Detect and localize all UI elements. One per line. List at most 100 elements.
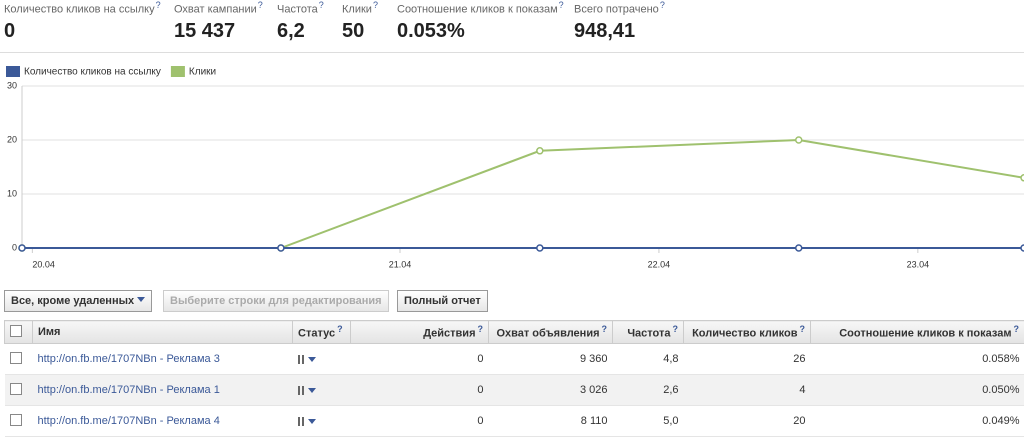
help-icon: ? bbox=[1014, 324, 1020, 334]
stat-value: 0 bbox=[4, 20, 161, 43]
ad-name[interactable]: http://on.fb.me/1707NBn - Реклама 4 bbox=[33, 406, 293, 437]
status-cell bbox=[293, 406, 351, 437]
checkbox[interactable] bbox=[10, 414, 22, 426]
filter-text: Все, кроме удаленных bbox=[11, 295, 134, 307]
column-header[interactable]: Охват объявления? bbox=[489, 321, 613, 344]
cell: 26 bbox=[684, 344, 811, 375]
row-checkbox-cell bbox=[5, 344, 33, 375]
help-icon: ? bbox=[673, 324, 679, 334]
point bbox=[537, 148, 543, 154]
checkbox[interactable] bbox=[10, 383, 22, 395]
pause-icon bbox=[298, 355, 304, 364]
stat-value: 50 bbox=[342, 20, 378, 43]
cell: 0.050% bbox=[811, 375, 1024, 406]
point bbox=[278, 245, 284, 251]
cell: 0 bbox=[351, 406, 489, 437]
status-cell bbox=[293, 344, 351, 375]
column-header[interactable]: Действия? bbox=[351, 321, 489, 344]
checkbox[interactable] bbox=[10, 352, 22, 364]
help-icon: ? bbox=[478, 324, 484, 334]
stat-label: Соотношение кликов к показам bbox=[397, 0, 564, 16]
y-tick-label: 0 bbox=[12, 242, 17, 252]
legend-swatch bbox=[171, 66, 185, 77]
arrow bbox=[137, 297, 145, 306]
stat-value: 0.053% bbox=[397, 20, 564, 43]
point bbox=[19, 245, 25, 251]
column-header[interactable]: Количество кликов? bbox=[684, 321, 811, 344]
stat: Клики50 bbox=[342, 0, 378, 43]
column-title: Действия bbox=[423, 328, 475, 340]
edit-button[interactable]: Выберите строки для редактирования bbox=[163, 290, 389, 312]
status-dropdown[interactable] bbox=[308, 388, 316, 397]
cell: 4,8 bbox=[613, 344, 684, 375]
stat: Охват кампании 15 437 bbox=[174, 0, 263, 43]
y-tick-label: 10 bbox=[7, 188, 17, 198]
column-header[interactable]: Статус? bbox=[293, 321, 351, 344]
column-title: Частота bbox=[627, 328, 670, 340]
cell: 5,0 bbox=[613, 406, 684, 437]
x-tick-label: 21.04 bbox=[389, 259, 412, 269]
cell: 3 026 bbox=[489, 375, 613, 406]
stat: Соотношение кликов к показам 0.053% bbox=[397, 0, 564, 43]
ad-name[interactable]: http://on.fb.me/1707NBn - Реклама 1 bbox=[33, 375, 293, 406]
x-tick-label: 23.04 bbox=[907, 259, 930, 269]
cell: 2,6 bbox=[613, 375, 684, 406]
help-icon: ? bbox=[337, 324, 343, 334]
stat: Частота 6,2 bbox=[277, 0, 324, 43]
stat-label: Всего потрачено bbox=[574, 0, 665, 16]
pause-icon bbox=[298, 417, 304, 426]
cell: 0.058% bbox=[811, 344, 1024, 375]
header-checkbox bbox=[5, 321, 33, 344]
column-header[interactable]: Имя bbox=[33, 321, 293, 344]
column-title: Охват объявления bbox=[496, 328, 599, 340]
stat: Количество кликов на ссылку 0 bbox=[4, 0, 161, 43]
point bbox=[537, 245, 543, 251]
stat-value: 15 437 bbox=[174, 20, 263, 43]
row-checkbox-cell bbox=[5, 375, 33, 406]
point bbox=[796, 245, 802, 251]
legend-label: Клики bbox=[189, 67, 216, 78]
help-icon: ? bbox=[800, 324, 806, 334]
y-tick-label: 20 bbox=[7, 134, 17, 144]
legend-label: Количество кликов на ссылку bbox=[24, 67, 161, 78]
point bbox=[796, 137, 802, 143]
row-checkbox-cell bbox=[5, 406, 33, 437]
cell: 4 bbox=[684, 375, 811, 406]
pause-icon bbox=[298, 386, 304, 395]
status-dropdown[interactable] bbox=[308, 419, 316, 428]
checkbox[interactable] bbox=[10, 325, 22, 337]
cell: 8 110 bbox=[489, 406, 613, 437]
legend-swatch bbox=[6, 66, 20, 77]
stat-label: Количество кликов на ссылку bbox=[4, 0, 161, 16]
report-button[interactable]: Полный отчет bbox=[397, 290, 488, 312]
ad-name[interactable]: http://on.fb.me/1707NBn - Реклама 3 bbox=[33, 344, 293, 375]
stat-label: Охват кампании bbox=[174, 0, 263, 16]
help-icon: ? bbox=[602, 324, 608, 334]
column-title: Статус bbox=[298, 328, 335, 340]
status-dropdown[interactable] bbox=[308, 357, 316, 366]
stat: Всего потрачено 948,41 bbox=[574, 0, 665, 43]
status-cell bbox=[293, 375, 351, 406]
stat-label: Частота bbox=[277, 0, 324, 16]
cell: 9 360 bbox=[489, 344, 613, 375]
cell: 0 bbox=[351, 375, 489, 406]
cell: 0 bbox=[351, 344, 489, 375]
column-title: Количество кликов bbox=[692, 328, 797, 340]
column-header[interactable]: Частота? bbox=[613, 321, 684, 344]
separator bbox=[0, 52, 1024, 53]
cell: 0.049% bbox=[811, 406, 1024, 437]
cell: 20 bbox=[684, 406, 811, 437]
x-tick-label: 20.04 bbox=[32, 259, 55, 269]
stat-value: 6,2 bbox=[277, 20, 324, 43]
filter-button[interactable]: Все, кроме удаленных bbox=[4, 290, 152, 312]
column-title: Соотношение кликов к показам bbox=[839, 328, 1011, 340]
column-header[interactable]: Соотношение кликов к показам? bbox=[811, 321, 1024, 344]
stat-value: 948,41 bbox=[574, 20, 665, 43]
column-title: Имя bbox=[38, 326, 60, 338]
